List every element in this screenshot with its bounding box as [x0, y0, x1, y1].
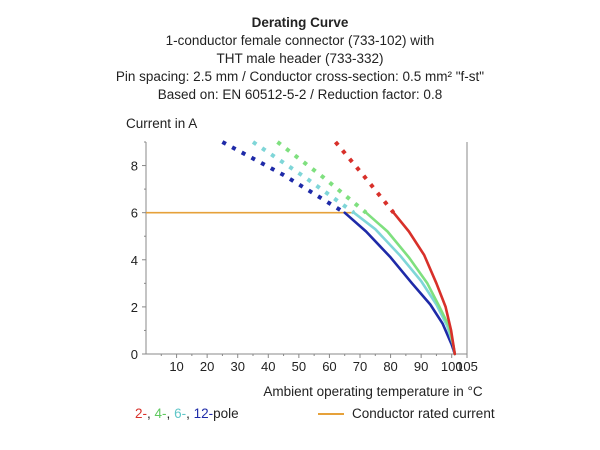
x-tick-label: 90 [414, 359, 428, 374]
chart-title-block: Derating Curve 1-conductor female connec… [0, 14, 600, 104]
rated-current-swatch [318, 412, 344, 415]
chart-title: Derating Curve [251, 15, 349, 30]
x-tick-label: 20 [200, 359, 214, 374]
y-tick-label: 6 [131, 206, 138, 221]
series-2-pole-line [392, 211, 457, 356]
x-tick-label: 105 [456, 359, 478, 374]
series-4-pole-dashed [276, 140, 368, 215]
chart-subtitle-4: Based on: EN 60512-5-2 / Reduction facto… [157, 87, 443, 102]
legend-sep: , [186, 406, 194, 421]
legend-12-pole: 12- [193, 406, 214, 421]
legend-4-pole: 4- [154, 406, 167, 421]
x-tick-label: 50 [292, 359, 306, 374]
x-tick-label: 60 [322, 359, 336, 374]
y-tick-label: 8 [131, 159, 138, 174]
y-tick-label: 2 [131, 300, 138, 315]
legend-sep: , [147, 406, 155, 421]
rated-current-label: Conductor rated current [352, 406, 495, 421]
legend-2-pole: 2- [135, 406, 148, 421]
legend-suffix: pole [213, 406, 239, 421]
x-tick-label: 100 [441, 359, 463, 374]
chart-subtitle-2: THT male header (733-332) [216, 51, 384, 66]
chart-subtitle-3: Pin spacing: 2.5 mm / Conductor cross-se… [115, 69, 485, 84]
chart-subtitle-1: 1-conductor female connector (733-102) w… [165, 33, 435, 48]
x-tick-label: 40 [261, 359, 275, 374]
series-2-pole-dashed [333, 140, 396, 214]
x-tick-label: 30 [230, 359, 244, 374]
x-tick-label: 10 [169, 359, 183, 374]
y-tick-label: 0 [131, 347, 138, 362]
y-tick-label: 4 [131, 253, 138, 268]
series-12-pole-line [343, 211, 457, 356]
x-tick-label: 70 [353, 359, 367, 374]
pole-legend: 2-, 4-, 6-, 12-pole [135, 406, 239, 421]
series-12-pole-dashed [221, 140, 346, 215]
y-axis-label: Current in A [126, 116, 197, 131]
rated-current-legend: Conductor rated current [318, 406, 495, 421]
legend-6-pole: 6- [174, 406, 187, 421]
x-axis-label: Ambient operating temperature in °C [263, 384, 483, 399]
series-6-pole-dashed [251, 140, 356, 215]
x-tick-label: 80 [383, 359, 397, 374]
legend-sep: , [166, 406, 175, 421]
